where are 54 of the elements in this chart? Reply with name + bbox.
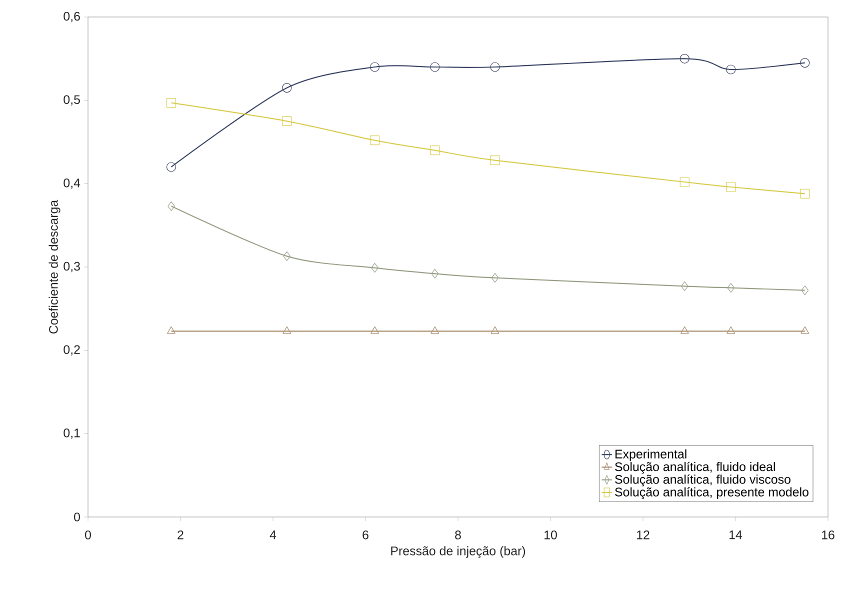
y-axis-title: Coeficiente de descarga bbox=[48, 200, 60, 334]
legend-label: Solução analítica, fluido viscoso bbox=[615, 474, 790, 486]
legend-label: Solução analítica, presente modelo bbox=[615, 487, 808, 499]
x-tick-label: 8 bbox=[455, 530, 461, 540]
x-tick-label: 14 bbox=[730, 530, 742, 540]
point bbox=[726, 182, 736, 192]
point bbox=[430, 146, 440, 156]
x-axis-title: Pressão de injeção (bar) bbox=[391, 546, 526, 558]
point bbox=[727, 283, 735, 293]
point bbox=[726, 326, 736, 334]
point bbox=[430, 62, 440, 72]
x-tick-label: 0 bbox=[85, 530, 91, 540]
y-tick-label: 0,4 bbox=[64, 178, 80, 189]
x-tick-label: 6 bbox=[362, 530, 368, 540]
x-tick-label: 12 bbox=[637, 530, 650, 540]
point bbox=[283, 251, 291, 261]
point bbox=[167, 326, 176, 334]
point bbox=[371, 263, 378, 273]
point bbox=[166, 98, 176, 108]
x-tick-label: 4 bbox=[270, 530, 276, 540]
y-tick-label: 0,3 bbox=[64, 262, 80, 272]
point bbox=[282, 116, 292, 126]
point bbox=[680, 54, 690, 64]
point bbox=[801, 286, 809, 296]
y-tick-label: 0 bbox=[74, 512, 80, 522]
point bbox=[490, 156, 500, 166]
point bbox=[370, 136, 380, 146]
point bbox=[282, 326, 292, 334]
point bbox=[168, 201, 175, 211]
point bbox=[490, 326, 500, 334]
point bbox=[370, 62, 380, 72]
point bbox=[491, 273, 499, 283]
point bbox=[370, 326, 379, 334]
y-tick-label: 0,5 bbox=[64, 95, 80, 106]
point bbox=[800, 188, 810, 198]
point bbox=[282, 83, 292, 93]
point bbox=[490, 62, 500, 72]
x-tick-label: 10 bbox=[544, 530, 557, 540]
legend-label: Experimental bbox=[615, 449, 686, 461]
point bbox=[800, 326, 810, 334]
point bbox=[430, 326, 440, 334]
legend-label: Solução analítica, fluido ideal bbox=[615, 462, 775, 474]
point bbox=[431, 268, 439, 278]
point bbox=[726, 64, 736, 74]
x-tick-label: 16 bbox=[822, 530, 834, 540]
point bbox=[680, 177, 690, 187]
x-tick-label: 2 bbox=[178, 530, 184, 540]
y-tick-label: 0,6 bbox=[64, 12, 80, 22]
point bbox=[166, 162, 176, 172]
point bbox=[680, 326, 689, 334]
point bbox=[800, 58, 810, 68]
point bbox=[680, 281, 688, 291]
y-tick-label: 0,1 bbox=[64, 428, 80, 439]
y-tick-label: 0,2 bbox=[64, 345, 80, 356]
